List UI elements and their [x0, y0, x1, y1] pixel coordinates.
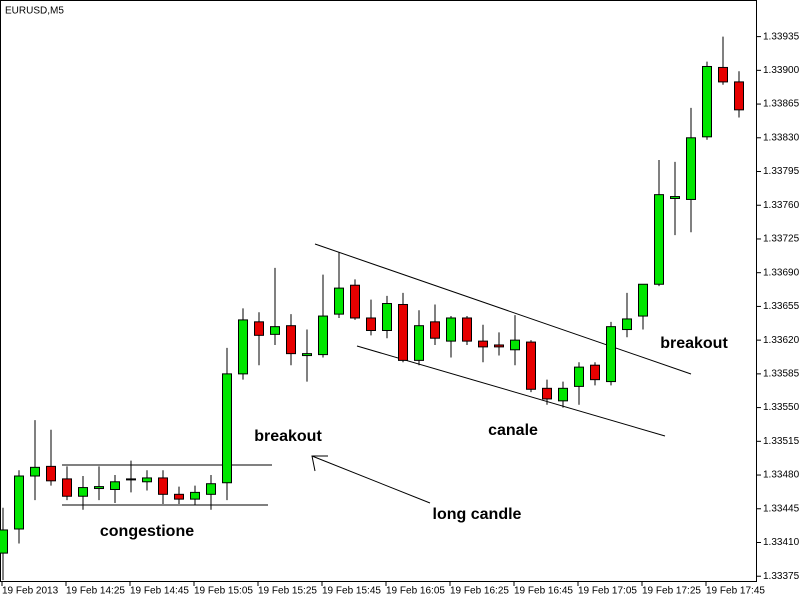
y-tick-label: 1.33410: [763, 537, 800, 548]
y-tick-label: 1.33655: [763, 301, 800, 312]
annotation: breakout: [660, 335, 728, 352]
candle-body: [574, 366, 584, 387]
plot-frame: [0, 0, 757, 582]
y-tick-label: 1.33515: [763, 436, 800, 447]
annotation: breakout: [254, 428, 322, 445]
annotation: canale: [488, 422, 538, 439]
candle-body: [510, 339, 520, 351]
candles: [0, 36, 744, 581]
candle-body: [142, 477, 152, 483]
candle-body: [494, 344, 504, 348]
candle-body: [334, 287, 344, 315]
candle-body: [46, 465, 56, 482]
candle-body: [238, 319, 248, 375]
candle-body: [190, 491, 200, 500]
candle-body: [78, 487, 88, 497]
candle-body: [558, 387, 568, 402]
candle-body: [606, 326, 616, 383]
annotation: long candle: [433, 506, 522, 523]
candle-body: [478, 340, 488, 348]
y-tick-label: 1.33445: [763, 503, 800, 514]
arrow-head: [311, 455, 328, 472]
chart-title: EURUSD,M5: [5, 6, 64, 17]
candle-body: [318, 315, 328, 356]
candle-body: [126, 478, 136, 481]
y-tick-label: 1.33830: [763, 132, 800, 143]
annotation: congestione: [100, 523, 194, 540]
y-tick-label: 1.33760: [763, 200, 800, 211]
candle-body: [686, 137, 696, 200]
candle-body: [0, 529, 8, 554]
trend-line: [314, 243, 692, 375]
y-tick-label: 1.33375: [763, 571, 800, 582]
x-tick-label: 19 Feb 16:25: [450, 586, 509, 597]
y-tick-label: 1.33690: [763, 267, 800, 278]
x-tick-label: 19 Feb 15:45: [322, 586, 381, 597]
candle-body: [622, 318, 632, 331]
x-tick-label: 19 Feb 16:05: [386, 586, 445, 597]
x-tick-label: 19 Feb 17:45: [706, 586, 765, 597]
y-tick-label: 1.33480: [763, 470, 800, 481]
candle-body: [430, 321, 440, 339]
x-tick-label: 19 Feb 14:45: [130, 586, 189, 597]
candle-body: [222, 373, 232, 484]
candle-body: [270, 326, 280, 335]
candle-body: [174, 493, 184, 500]
candle-body: [462, 317, 472, 342]
y-tick-label: 1.33900: [763, 65, 800, 76]
candle-body: [526, 341, 536, 390]
trend-line: [356, 345, 666, 437]
x-tick-label: 19 Feb 15:05: [194, 586, 253, 597]
x-tick-label: 19 Feb 14:25: [66, 586, 125, 597]
candle-body: [446, 317, 456, 342]
candle-body: [702, 65, 712, 138]
candle-body: [398, 303, 408, 361]
candle-body: [654, 194, 664, 285]
candle-body: [254, 321, 264, 336]
candle-body: [542, 387, 552, 400]
candle-body: [30, 466, 40, 477]
candle-body: [638, 283, 648, 317]
x-tick-label: 19 Feb 17:05: [578, 586, 637, 597]
candle-body: [734, 81, 744, 111]
candle-body: [62, 478, 72, 497]
candle-body: [206, 483, 216, 495]
y-tick-label: 1.33585: [763, 369, 800, 380]
candle-body: [286, 325, 296, 355]
candle-body: [590, 364, 600, 381]
candle-body: [670, 196, 680, 199]
x-tick-label: 19 Feb 2013: [2, 586, 59, 597]
candle-body: [110, 481, 120, 490]
arrow: [311, 455, 431, 504]
candle-body: [94, 486, 104, 490]
y-tick-label: 1.33725: [763, 234, 800, 245]
candle-body: [14, 475, 24, 530]
x-tick-label: 19 Feb 15:25: [258, 586, 317, 597]
drawings: [62, 243, 692, 506]
y-tick-label: 1.33865: [763, 99, 800, 110]
x-tick-label: 19 Feb 17:25: [642, 586, 701, 597]
candle-body: [350, 284, 360, 319]
candle-body: [158, 477, 168, 495]
y-tick-label: 1.33550: [763, 402, 800, 413]
candle-body: [382, 303, 392, 332]
y-tick-label: 1.33795: [763, 166, 800, 177]
x-tick-label: 19 Feb 16:45: [514, 586, 573, 597]
y-tick-label: 1.33620: [763, 335, 800, 346]
candle-body: [718, 66, 728, 83]
candle-body: [302, 353, 312, 357]
y-tick-label: 1.33935: [763, 31, 800, 42]
candle-body: [414, 325, 424, 361]
candle-body: [366, 317, 376, 332]
